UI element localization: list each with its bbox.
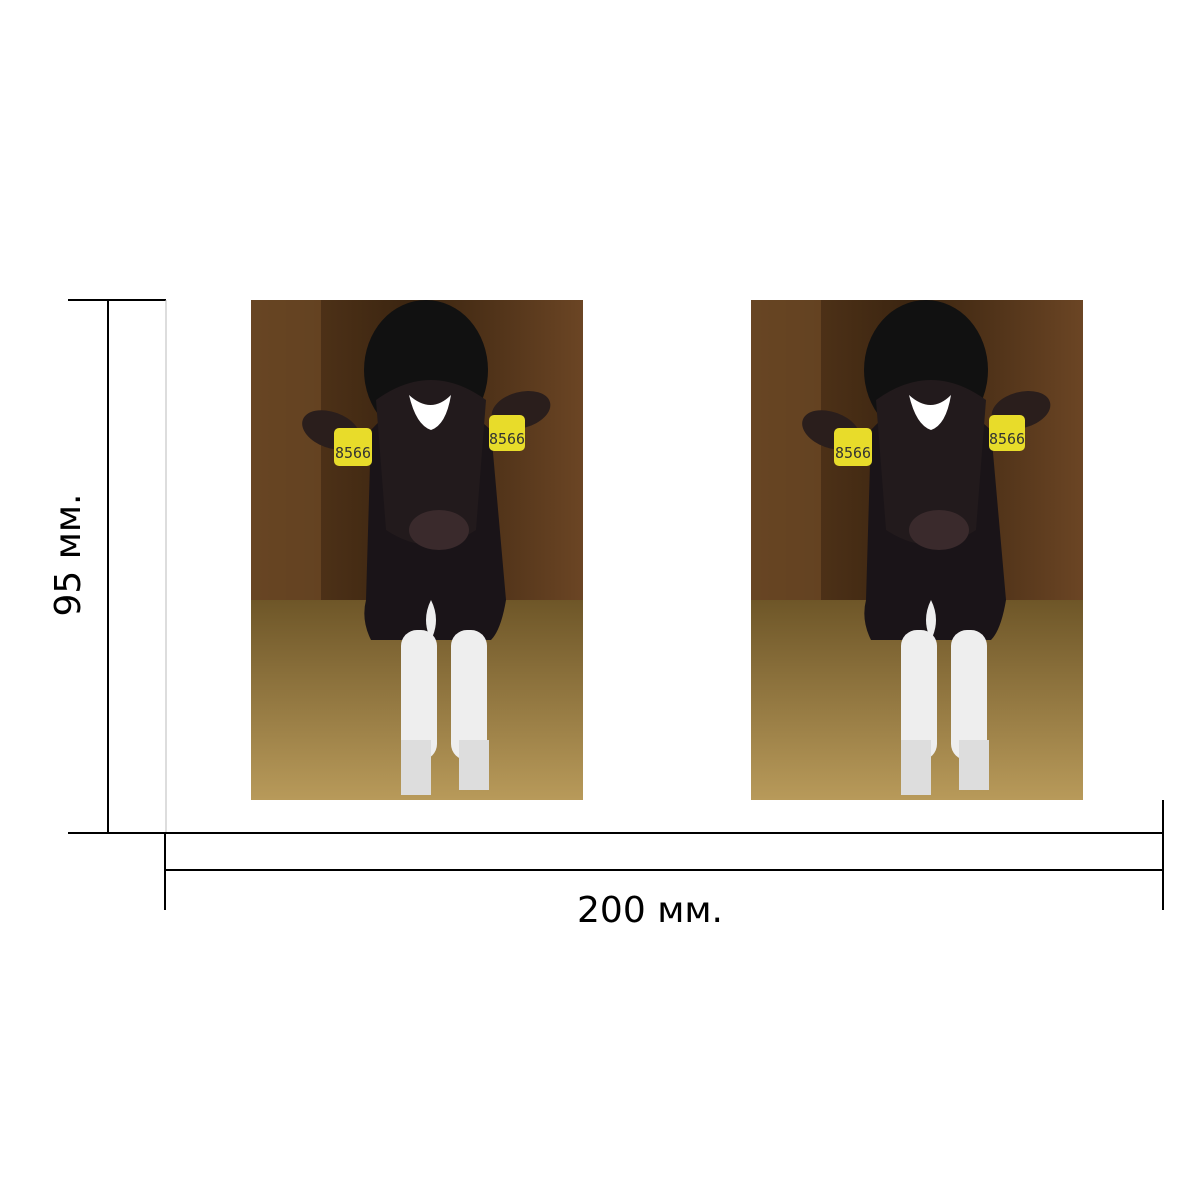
width-label: 200 мм. <box>577 890 723 931</box>
photo-shape <box>901 740 931 795</box>
photo-shape <box>876 380 986 545</box>
ear-tag-text: 8566 <box>835 444 871 462</box>
calf-photo: 8566 8566 <box>251 300 583 800</box>
photo-shape <box>451 630 487 760</box>
photo-shape <box>459 740 489 790</box>
photo-shape <box>251 300 321 630</box>
photo-shape <box>959 740 989 790</box>
photo-shape <box>489 415 525 451</box>
photo-shape <box>334 428 372 466</box>
photo-shape <box>926 600 936 640</box>
photo-shape <box>951 630 987 760</box>
height-label: 95 мм. <box>48 493 89 616</box>
photo-shape <box>834 428 872 466</box>
ear-tag-text: 8566 <box>335 444 371 462</box>
height-dimension <box>68 299 167 834</box>
photo-shape <box>376 380 486 545</box>
photo-shape <box>409 395 451 430</box>
photo-shape <box>909 395 951 430</box>
ear-tag-text: 8566 <box>989 430 1025 448</box>
photo-shape <box>751 300 821 630</box>
width-dimension <box>164 800 1164 910</box>
photo-shape <box>401 740 431 795</box>
photo-shape <box>989 415 1025 451</box>
photo-shape <box>401 630 437 760</box>
photo-shape <box>426 600 436 640</box>
photo-shape <box>901 630 937 760</box>
calf-photo: 8566 8566 <box>751 300 1083 800</box>
ear-tag-text: 8566 <box>489 430 525 448</box>
photos: 8566 8566 8566 8566 <box>251 300 1083 800</box>
photo-shape <box>909 510 969 550</box>
photo-shape <box>409 510 469 550</box>
